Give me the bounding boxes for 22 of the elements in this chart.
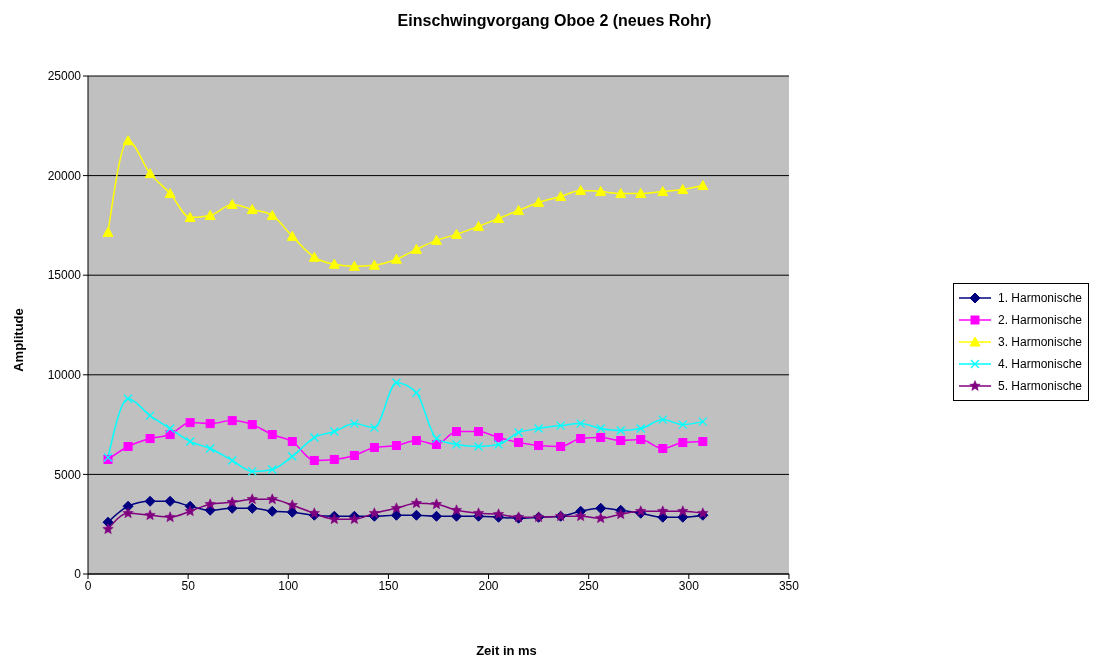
y-axis-title: Amplitude [10, 308, 26, 372]
x-tick-label: 0 [84, 578, 92, 593]
y-tick-label: 0 [74, 567, 82, 582]
y-tick-label: 5000 [54, 467, 82, 482]
x-tick-label: 250 [578, 578, 600, 593]
y-tick-label: 20000 [47, 168, 82, 183]
x-tick-label: 50 [181, 578, 196, 593]
x-tick-label: 150 [378, 578, 399, 593]
legend-label: 1. Harmonische [998, 291, 1083, 305]
legend-label: 2. Harmonische [998, 313, 1083, 327]
x-tick-label: 200 [478, 578, 499, 593]
legend-label: 4. Harmonische [998, 357, 1083, 371]
x-tick-label: 300 [678, 578, 700, 593]
legend-label: 5. Harmonische [998, 379, 1083, 393]
y-tick-label: 25000 [47, 69, 82, 84]
y-tick-label: 15000 [47, 268, 82, 283]
x-tick-label: 350 [778, 578, 800, 593]
x-tick-label: 100 [278, 578, 299, 593]
y-tick-label: 10000 [47, 368, 82, 383]
legend-label: 3. Harmonische [998, 335, 1083, 349]
chart-title: Einschwingvorgang Oboe 2 (neues Rohr) [396, 12, 713, 30]
x-axis-title: Zeit in ms [475, 643, 538, 658]
